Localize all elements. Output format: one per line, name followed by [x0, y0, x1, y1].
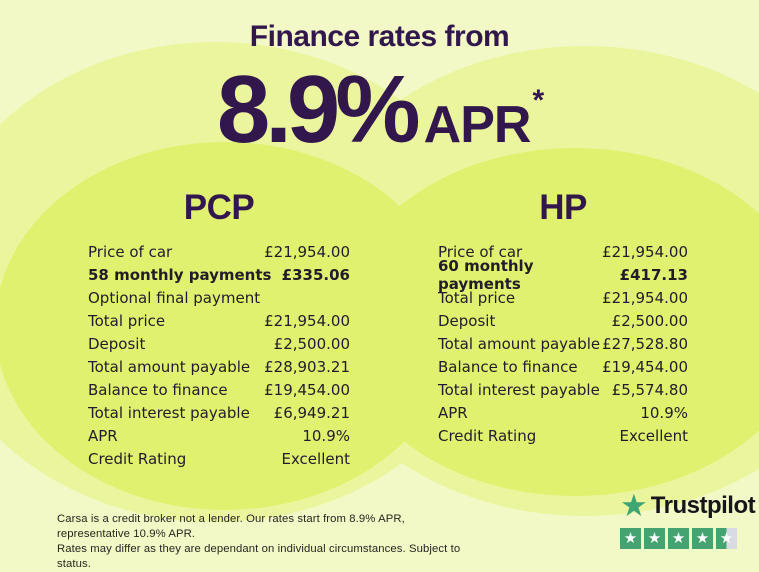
row-value: £27,528.80	[602, 334, 688, 353]
row-label: Total price	[438, 288, 516, 307]
row-value: £2,500.00	[273, 334, 350, 353]
star-icon: ★	[620, 528, 641, 549]
hp-header: HP	[539, 188, 587, 227]
pcp-column: PCP Price of car £21,954.00 58 monthly pa…	[88, 188, 350, 471]
row-value: Excellent	[281, 450, 350, 469]
hp-table: Price of car £21,954.00 60 monthly paymen…	[438, 240, 688, 448]
row-value: 10.9%	[302, 427, 350, 446]
row-value: £2,500.00	[611, 311, 688, 330]
table-row: Price of car £21,954.00	[88, 240, 350, 263]
row-label: Balance to finance	[438, 358, 578, 377]
star-icon: ★	[692, 528, 713, 549]
star-icon: ★	[644, 528, 665, 549]
row-value: £5,574.80	[611, 381, 688, 400]
trustpilot-rating-stars: ★ ★ ★ ★ ★	[620, 528, 748, 549]
row-label: Total interest payable	[88, 404, 250, 423]
trustpilot-wordmark: Trustpilot	[650, 492, 756, 519]
row-label: 60 monthly payments	[438, 256, 534, 293]
row-label: Total price	[88, 311, 166, 330]
table-row: Price of car £21,954.00	[438, 240, 688, 263]
table-row: 58 monthly payments £335.06	[88, 263, 350, 286]
row-label: APR	[438, 404, 468, 423]
disclaimer-line-1: Carsa is a credit broker not a lender. O…	[57, 513, 405, 540]
table-row: Credit Rating Excellent	[88, 448, 350, 471]
row-label: Deposit	[438, 311, 496, 330]
hp-column: HP Price of car £21,954.00 60 monthly pay…	[438, 188, 688, 448]
row-value: £6,949.21	[273, 404, 350, 423]
trustpilot-widget[interactable]: ★ Trustpilot ★ ★ ★ ★ ★	[620, 488, 756, 549]
row-value: £335.06	[281, 265, 350, 284]
table-row: Optional final payment	[88, 286, 350, 309]
row-label: Credit Rating	[88, 450, 187, 469]
row-value: £21,954.00	[264, 242, 350, 261]
table-row: 60 monthly payments £417.13	[438, 257, 688, 293]
row-value: Excellent	[619, 427, 688, 446]
table-row: Deposit £2,500.00	[438, 309, 688, 332]
pcp-header: PCP	[183, 188, 255, 227]
row-label: Price of car	[88, 242, 173, 261]
trustpilot-logo: ★ Trustpilot	[620, 488, 756, 523]
table-row: APR 10.9%	[438, 402, 688, 425]
legal-disclaimer: Carsa is a credit broker not a lender. O…	[57, 512, 477, 572]
row-label: Total interest payable	[438, 381, 600, 400]
row-label: Credit Rating	[438, 427, 537, 446]
row-label: Deposit	[88, 334, 146, 353]
background-circle-right	[340, 148, 759, 496]
row-value: £21,954.00	[602, 242, 688, 261]
row-value: £19,454.00	[602, 358, 688, 377]
table-row: Balance to finance £19,454.00	[438, 355, 688, 378]
row-label: Total amount payable	[438, 334, 601, 353]
row-value: £21,954.00	[264, 311, 350, 330]
headline-rate: 8.9% APR*	[0, 55, 759, 165]
table-row: Deposit £2,500.00	[88, 332, 350, 355]
row-label: APR	[88, 427, 118, 446]
disclaimer-line-2: Rates may differ as they are dependant o…	[57, 543, 461, 570]
row-label: Optional final payment	[88, 288, 261, 307]
table-row: Total price £21,954.00	[88, 309, 350, 332]
row-label: Price of car	[438, 242, 523, 261]
table-row: Credit Rating Excellent	[438, 425, 688, 448]
rate-asterisk: *	[532, 84, 545, 117]
table-row: Balance to finance £19,454.00	[88, 379, 350, 402]
row-value: 10.9%	[640, 404, 688, 423]
table-row: Total interest payable £6,949.21	[88, 402, 350, 425]
row-value: £417.13	[619, 265, 688, 284]
table-row: Total amount payable £28,903.21	[88, 355, 350, 378]
half-star-icon: ★	[716, 528, 737, 549]
rate-suffix: APR	[423, 96, 532, 154]
star-icon: ★	[668, 528, 689, 549]
row-label: Balance to finance	[88, 381, 228, 400]
trustpilot-star-icon: ★	[620, 488, 648, 523]
table-row: Total amount payable £27,528.80	[438, 332, 688, 355]
row-value: £21,954.00	[602, 288, 688, 307]
row-label: Total amount payable	[88, 358, 251, 377]
table-row: APR 10.9%	[88, 425, 350, 448]
row-value: £19,454.00	[264, 381, 350, 400]
page-title: Finance rates from	[249, 20, 510, 53]
pcp-table: Price of car £21,954.00 58 monthly paymen…	[88, 240, 350, 471]
row-value: £28,903.21	[264, 358, 350, 377]
table-row: Total price £21,954.00	[438, 286, 688, 309]
table-row: Total interest payable £5,574.80	[438, 379, 688, 402]
row-label: 58 monthly payments	[88, 265, 272, 284]
rate-value: 8.9%	[216, 56, 421, 163]
